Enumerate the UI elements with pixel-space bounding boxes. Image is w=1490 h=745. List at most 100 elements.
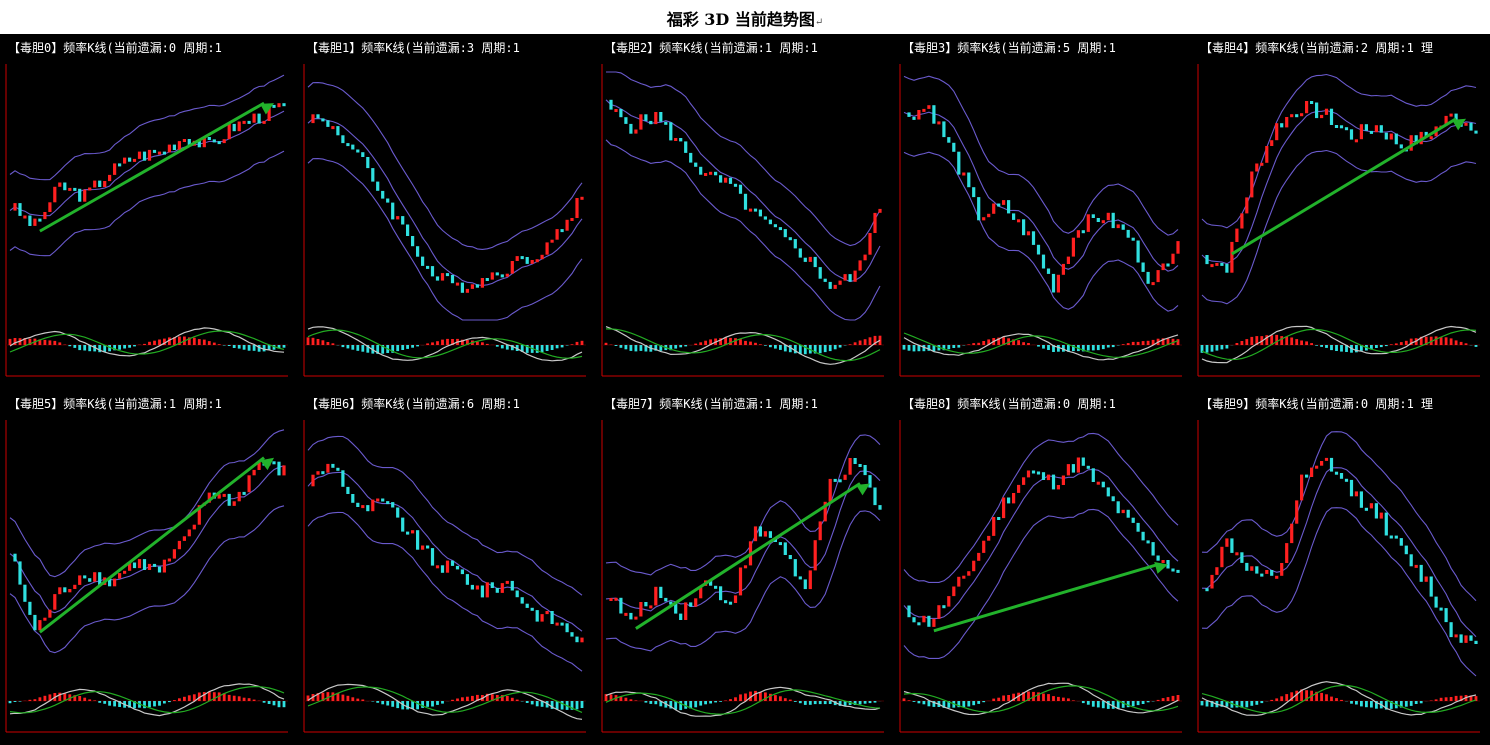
macd-bar-5	[629, 699, 633, 701]
macd-bar-9	[53, 340, 57, 345]
macd-bar-41	[510, 697, 514, 701]
macd-bar-11	[659, 345, 663, 351]
candle-8	[644, 114, 648, 121]
macd-bar-6	[1230, 701, 1234, 708]
macd-bar-34	[1370, 701, 1373, 708]
candle-30	[455, 565, 460, 570]
chart-panel-8[interactable]: 【毒胆8】频率K线(当前遗漏:0 周期:1	[894, 390, 1192, 744]
macd-bar-48	[1141, 341, 1145, 345]
macd-bar-30	[1052, 345, 1055, 352]
candle-31	[1354, 491, 1358, 497]
macd-bar-34	[178, 698, 181, 701]
candle-15	[679, 138, 683, 142]
macd-bar-24	[724, 337, 727, 345]
candle-54	[1171, 253, 1175, 264]
macd-bar-0	[902, 698, 906, 701]
chart-panel-7[interactable]: 【毒胆7】频率K线(当前遗漏:1 周期:1	[596, 390, 894, 744]
macd-bar-1	[1205, 345, 1209, 353]
candle-10	[58, 182, 62, 187]
candle-33	[1364, 124, 1368, 131]
macd-bar-50	[1449, 338, 1453, 345]
chart-panel-1[interactable]: 【毒胆1】频率K线(当前遗漏:3 周期:1	[298, 34, 596, 388]
macd-bar-11	[957, 345, 961, 348]
macd-bar-51	[858, 701, 862, 705]
macd-bar-41	[1106, 701, 1110, 709]
candle-12	[68, 589, 72, 593]
candle-1	[13, 203, 17, 211]
candle-54	[873, 212, 877, 233]
macd-bar-33	[1365, 701, 1368, 708]
candle-42	[1111, 496, 1115, 502]
macd-bar-8	[346, 695, 350, 701]
macd-bar-15	[1275, 334, 1279, 345]
macd-bar-30	[754, 690, 757, 701]
macd-bar-47	[838, 345, 842, 348]
candle-48	[1141, 531, 1145, 541]
macd-bar-18	[1290, 692, 1294, 701]
candle-36	[783, 542, 787, 555]
macd-bar-0	[604, 694, 608, 701]
macd-bar-3	[1215, 345, 1219, 351]
macd-bar-49	[550, 701, 554, 709]
chart-panel-3[interactable]: 【毒胆3】频率K线(当前遗漏:5 周期:1	[894, 34, 1192, 388]
macd-bar-53	[570, 344, 574, 345]
macd-bar-45	[1424, 336, 1428, 345]
panel-title: 【毒胆1】频率K线(当前遗漏:3 周期:1	[306, 41, 520, 55]
macd-bar-35	[183, 696, 186, 701]
candle-55	[282, 465, 286, 476]
chart-panel-6[interactable]: 【毒胆6】频率K线(当前遗漏:6 周期:1	[298, 390, 596, 744]
candle-10	[654, 586, 658, 606]
candle-24	[1022, 477, 1026, 485]
candle-51	[858, 260, 862, 271]
macd-bar-20	[108, 345, 111, 352]
candle-18	[694, 162, 698, 167]
chart-panel-5[interactable]: 【毒胆5】频率K线(当前遗漏:1 周期:1	[0, 390, 298, 744]
candle-54	[1469, 122, 1473, 131]
chart-panel-9[interactable]: 【毒胆9】频率K线(当前遗漏:0 周期:1 理	[1192, 390, 1490, 744]
candle-43	[1116, 224, 1120, 229]
candle-6	[336, 126, 340, 136]
candle-19	[1295, 500, 1299, 524]
candle-29	[152, 149, 157, 153]
candle-46	[1131, 237, 1135, 241]
band-lower-line	[1201, 149, 1477, 305]
candle-20	[1300, 113, 1304, 117]
macd-bar-49	[252, 345, 256, 351]
macd-bar-24	[1022, 342, 1025, 345]
return-mark-icon: ↵	[814, 17, 824, 28]
candle-30	[1051, 273, 1056, 293]
macd-bar-8	[1240, 701, 1244, 708]
macd-bar-34	[774, 345, 777, 349]
candle-29	[748, 208, 753, 212]
candle-17	[391, 502, 395, 508]
macd-bar-25	[729, 699, 732, 701]
macd-slow-line	[307, 686, 583, 713]
macd-bar-13	[967, 701, 971, 707]
candle-5	[1225, 263, 1229, 273]
macd-bar-22	[1012, 693, 1015, 701]
candle-8	[1240, 213, 1244, 229]
candle-8	[346, 143, 350, 147]
candle-19	[699, 166, 703, 175]
candle-13	[669, 601, 673, 605]
macd-bar-9	[1245, 701, 1249, 708]
candle-52	[1459, 634, 1463, 643]
macd-bar-23	[719, 701, 722, 702]
macd-bar-20	[406, 345, 409, 349]
macd-bar-49	[550, 345, 554, 350]
chart-panel-4[interactable]: 【毒胆4】频率K线(当前遗漏:2 周期:1 理	[1192, 34, 1490, 388]
chart-panel-2[interactable]: 【毒胆2】频率K线(当前遗漏:1 周期:1	[596, 34, 894, 388]
macd-bar-51	[262, 345, 266, 352]
candle-41	[212, 139, 216, 143]
macd-bar-25	[133, 701, 136, 709]
candle-31	[758, 209, 762, 217]
macd-bar-14	[674, 701, 678, 710]
candle-12	[366, 157, 370, 169]
macd-bar-39	[202, 692, 206, 701]
macd-bar-29	[1047, 345, 1050, 350]
chart-panel-0[interactable]: 【毒胆0】频率K线(当前遗漏:0 周期:1	[0, 34, 298, 388]
candle-13	[371, 499, 375, 512]
candle-37	[788, 555, 792, 560]
candle-46	[237, 121, 241, 132]
candle-11	[361, 152, 365, 157]
